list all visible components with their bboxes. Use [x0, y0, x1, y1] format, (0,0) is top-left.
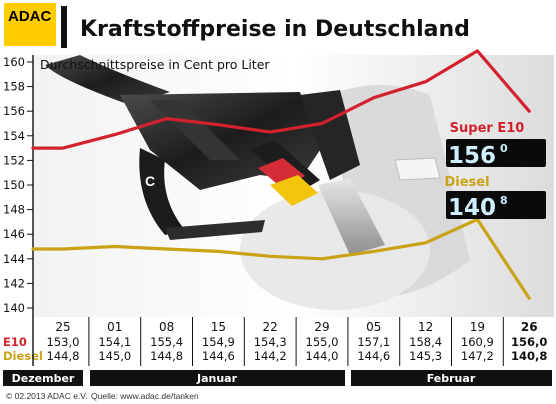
data-label-diesel: 140,8 [511, 349, 547, 363]
y-tick-label: 144 [3, 252, 25, 266]
data-label-e10: 156,0 [511, 335, 547, 349]
diesel-display-decimal: 8 [500, 194, 508, 207]
y-axis: 140 142 144 146 148 150 152 154 156 158 160 [3, 55, 34, 317]
data-label-diesel: 144,2 [254, 349, 287, 363]
e10-display-decimal: 0 [500, 142, 508, 155]
y-tick-label: 160 [3, 55, 25, 69]
data-label-e10: 154,9 [202, 335, 235, 349]
month-label-february: Februar [427, 372, 476, 385]
data-label-e10: 160,9 [461, 335, 494, 349]
month-bar-december [3, 370, 83, 386]
diesel-display-value: 140 [448, 195, 496, 221]
x-tick-label: 26 [521, 320, 538, 334]
y-tick-label: 146 [3, 227, 25, 241]
adac-logo-text: ADAC [8, 8, 51, 25]
x-tick-label: 25 [55, 320, 70, 334]
y-tick-label: 154 [3, 129, 25, 143]
data-label-diesel: 144,0 [306, 349, 339, 363]
x-tick-label: 12 [418, 320, 433, 334]
data-label-diesel: 147,2 [461, 349, 494, 363]
data-label-diesel: 144,8 [47, 349, 80, 363]
x-tick-label: 29 [314, 320, 329, 334]
x-tick-label: 15 [211, 320, 226, 334]
month-label-december: Dezember [12, 372, 75, 385]
diesel-price-display [446, 191, 546, 219]
legend: Super E10 156 0 Diesel 140 8 [444, 121, 546, 221]
table-background [33, 317, 554, 370]
data-label-diesel: 144,6 [202, 349, 235, 363]
e10-price-display [446, 139, 546, 167]
data-label-e10: 153,0 [47, 335, 80, 349]
month-bar-january [90, 370, 345, 386]
y-tick-label: 142 [3, 276, 25, 290]
chart-subtitle: Durchschnittspreise in Cent pro Liter [40, 57, 270, 72]
data-label-e10: 155,0 [306, 335, 339, 349]
x-tick-label: 01 [107, 320, 122, 334]
data-label-e10: 155,4 [150, 335, 183, 349]
adac-logo [4, 3, 56, 46]
value-table: E10 Diesel 25153,0144,801154,1145,008155… [3, 317, 554, 370]
data-label-diesel: 144,8 [150, 349, 183, 363]
footer-copyright: © 02.2013 ADAC e.V. [6, 391, 88, 401]
data-label-e10: 157,1 [357, 335, 390, 349]
data-label-e10: 154,3 [254, 335, 287, 349]
x-tick-label: 05 [366, 320, 381, 334]
month-label-january: Januar [196, 372, 238, 385]
x-tick-label: 08 [159, 320, 174, 334]
header: ADAC Kraftstoffpreise in Deutschland [0, 0, 556, 55]
row-label-diesel: Diesel [3, 349, 43, 363]
chart-title: Kraftstoffpreise in Deutschland [80, 17, 470, 42]
legend-label-e10: Super E10 [450, 121, 525, 136]
header-background [0, 0, 556, 55]
footer-source: Quelle: www.adac.de/tanken [91, 391, 199, 401]
y-tick-label: 140 [3, 301, 25, 315]
series-lines [31, 49, 531, 300]
data-label-diesel: 145,3 [409, 349, 442, 363]
data-label-diesel: 144,6 [357, 349, 390, 363]
svg-text:C: C [145, 173, 155, 189]
legend-label-diesel: Diesel [444, 175, 489, 190]
y-tick-label: 148 [3, 203, 25, 217]
row-label-e10: E10 [3, 335, 27, 349]
data-label-e10: 154,1 [98, 335, 131, 349]
title-bar-accent [61, 6, 67, 48]
e10-display-value: 156 [448, 143, 496, 169]
y-tick-label: 158 [3, 80, 25, 94]
y-tick-label: 150 [3, 178, 25, 192]
series-line-diesel [31, 217, 531, 300]
data-label-diesel: 145,0 [98, 349, 131, 363]
month-bar-february [351, 370, 552, 386]
data-label-e10: 158,4 [409, 335, 442, 349]
x-tick-label: 19 [470, 320, 485, 334]
month-bars: Dezember Januar Februar [3, 370, 552, 386]
x-tick-label: 22 [263, 320, 278, 334]
footer: © 02.2013 ADAC e.V. Quelle: www.adac.de/… [6, 391, 199, 401]
y-tick-label: 156 [3, 104, 25, 118]
y-tick-label: 152 [3, 153, 25, 167]
